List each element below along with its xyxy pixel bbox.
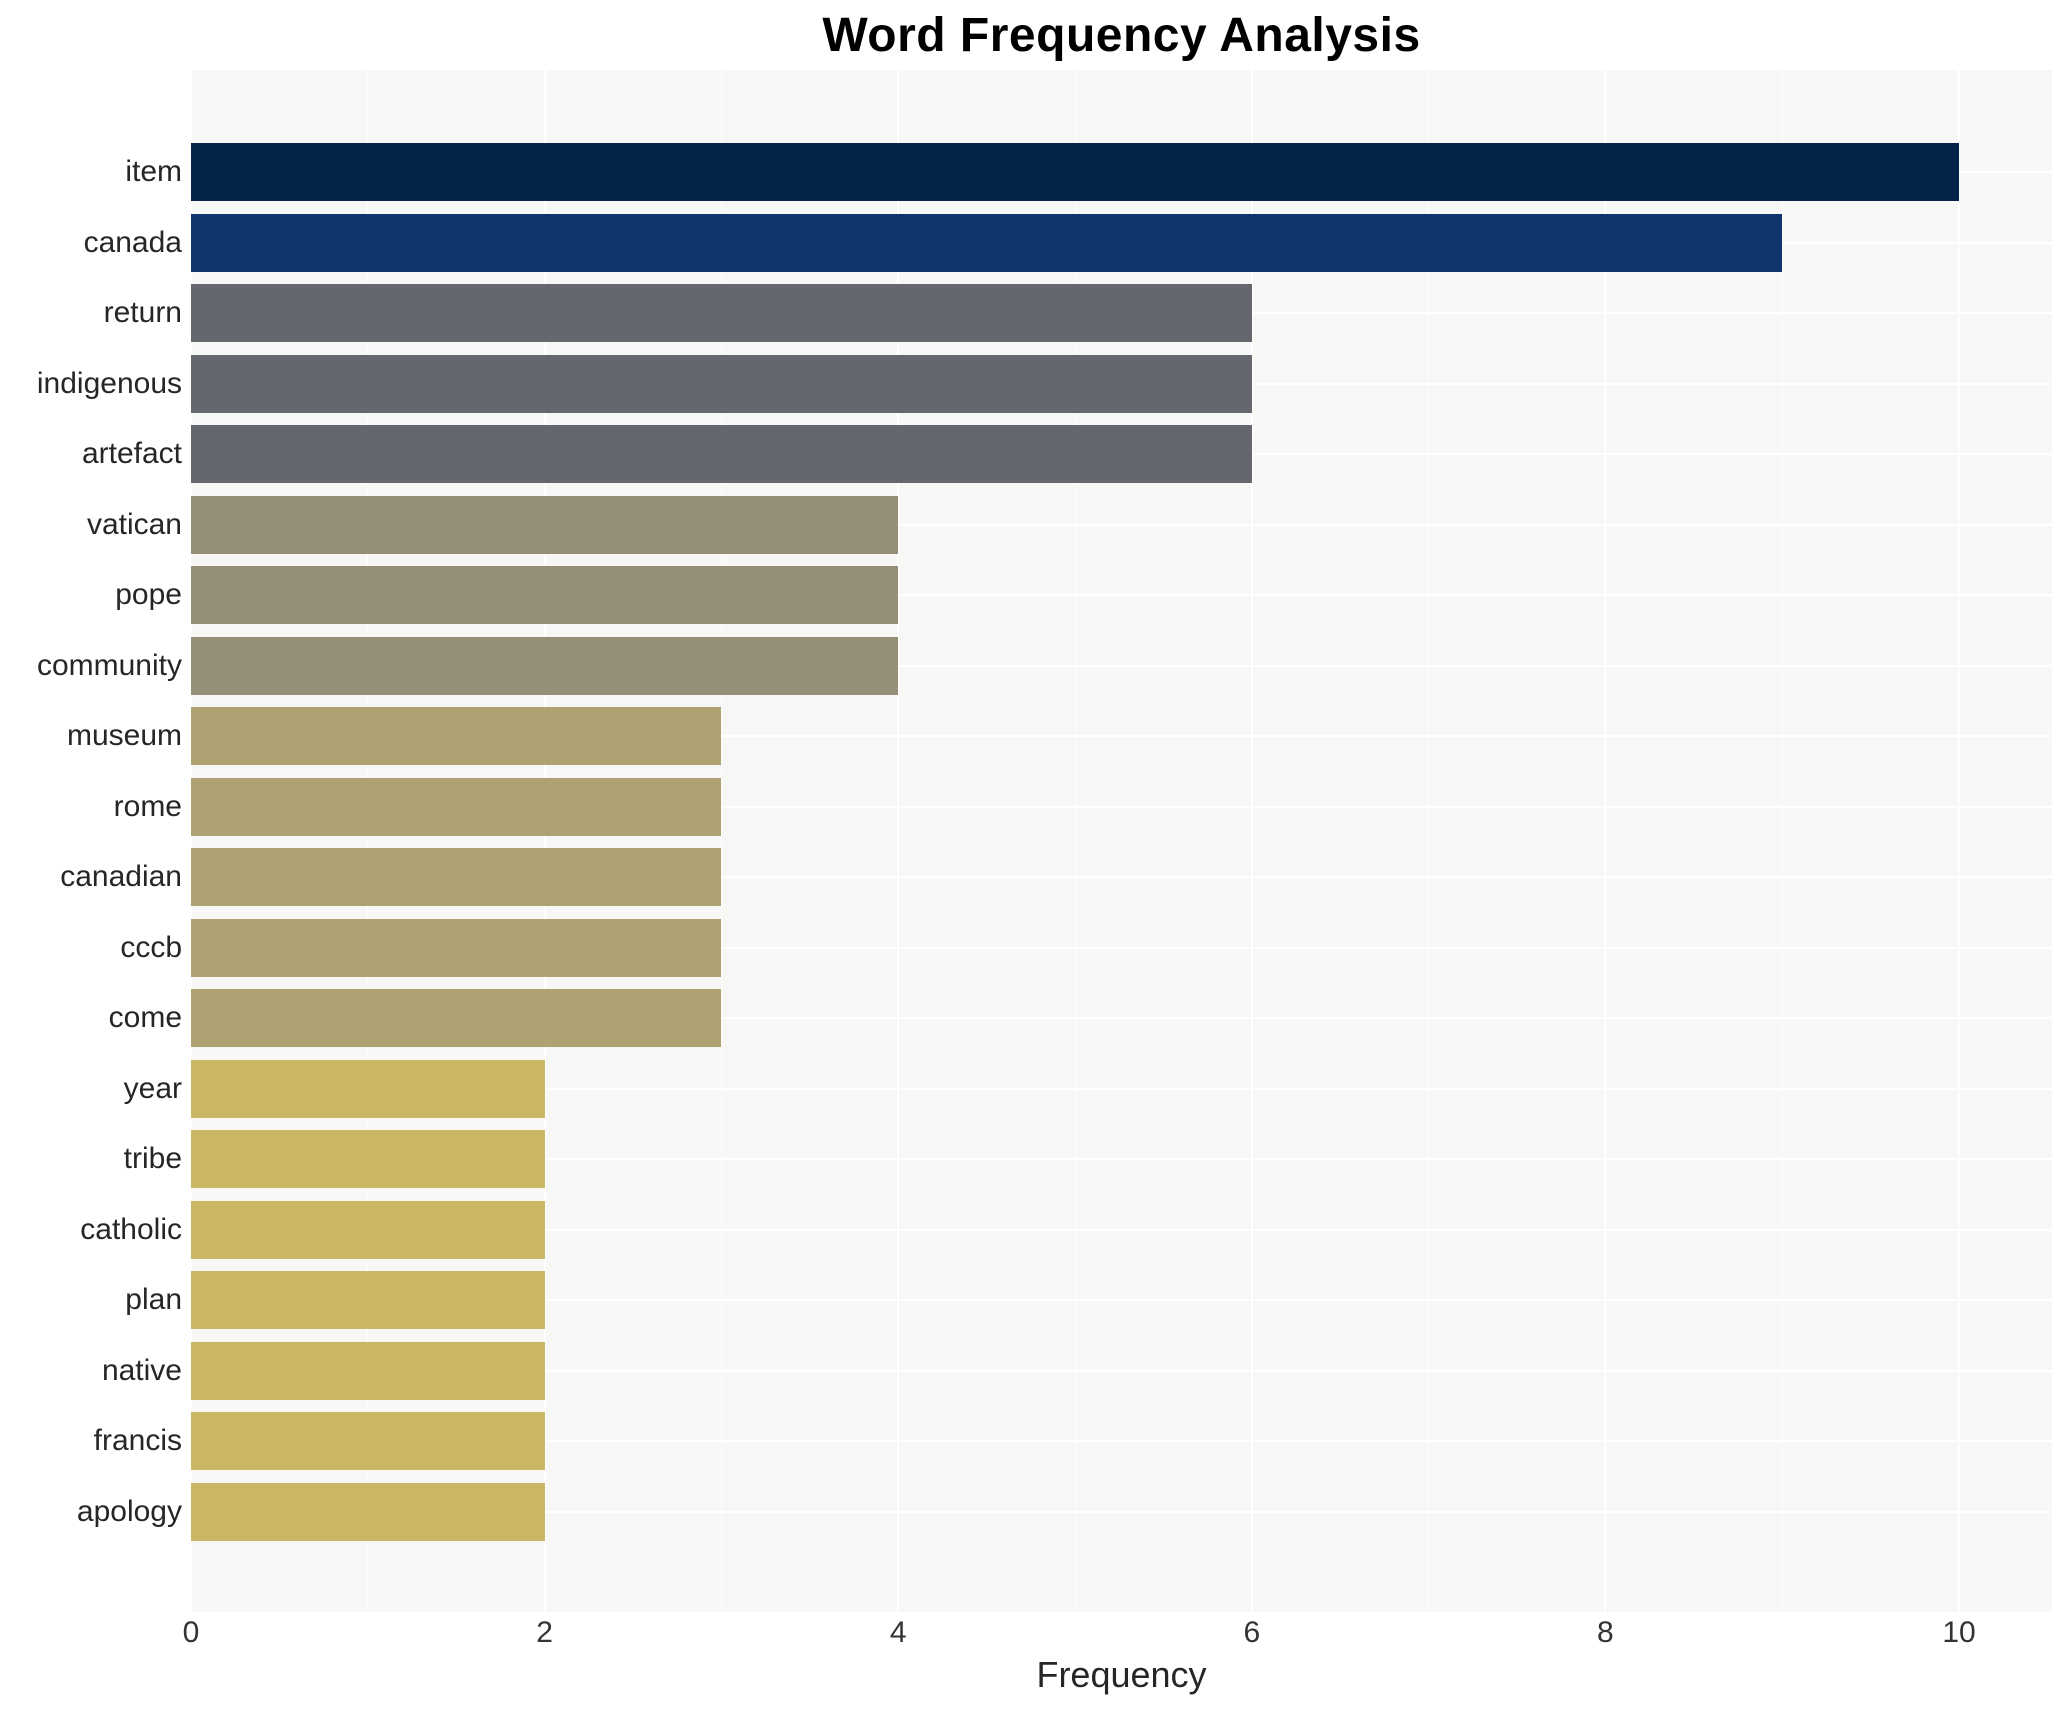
chart-title: Word Frequency Analysis bbox=[822, 9, 1421, 62]
bar-cccb bbox=[191, 918, 722, 977]
bar-return bbox=[191, 284, 1252, 342]
bar-canadian bbox=[191, 848, 722, 906]
horizontal-gridline bbox=[191, 1440, 2052, 1442]
y-tick-label-tribe: tribe bbox=[123, 1142, 182, 1175]
y-tick-label-canadian: canadian bbox=[60, 860, 182, 893]
y-tick-label-pope: pope bbox=[115, 578, 182, 611]
horizontal-gridline bbox=[191, 735, 2052, 737]
horizontal-gridline bbox=[191, 664, 2052, 667]
horizontal-gridline bbox=[191, 805, 2052, 808]
bar-year bbox=[191, 1059, 545, 1118]
major-gridline bbox=[543, 70, 546, 1612]
y-tick-label-artefact: artefact bbox=[81, 437, 182, 470]
minor-gridline bbox=[1428, 70, 1430, 1612]
y-tick-label-plan: plan bbox=[125, 1283, 182, 1316]
y-tick-label-return: return bbox=[103, 296, 182, 329]
y-tick-label-native: native bbox=[101, 1353, 182, 1387]
horizontal-gridline bbox=[191, 876, 2052, 878]
y-tick-label-year: year bbox=[123, 1071, 182, 1105]
x-axis-label: Frequency bbox=[1036, 1654, 1207, 1695]
x-tick-label-2: 2 bbox=[536, 1616, 553, 1649]
bar-artefact bbox=[191, 425, 1252, 483]
major-gridline bbox=[1250, 70, 1253, 1612]
y-tick-label-museum: museum bbox=[66, 719, 182, 752]
horizontal-gridline bbox=[191, 1158, 2052, 1160]
major-gridline bbox=[1958, 70, 1960, 1612]
x-tick-label-8: 8 bbox=[1597, 1616, 1614, 1649]
y-tick-label-rome: rome bbox=[113, 789, 182, 823]
bar-tribe bbox=[191, 1130, 545, 1188]
y-tick-label-come: come bbox=[108, 1001, 182, 1034]
bar-pope bbox=[191, 566, 899, 624]
bar-rome bbox=[191, 777, 722, 836]
bar-come bbox=[191, 989, 722, 1047]
y-tick-label-community: community bbox=[36, 648, 182, 682]
major-gridline bbox=[190, 70, 192, 1612]
major-gridline bbox=[897, 70, 900, 1612]
horizontal-gridline bbox=[191, 1510, 2052, 1513]
bar-catholic bbox=[191, 1200, 545, 1259]
y-tick-label-canada: canada bbox=[83, 225, 182, 259]
bar-francis bbox=[191, 1412, 545, 1470]
horizontal-gridline bbox=[191, 1228, 2052, 1231]
bar-indigenous bbox=[191, 354, 1252, 413]
minor-gridline bbox=[1074, 70, 1076, 1612]
minor-gridline bbox=[1781, 70, 1783, 1612]
y-tick-label-catholic: catholic bbox=[80, 1212, 182, 1246]
bar-canada bbox=[191, 213, 1783, 272]
y-tick-label-cccb: cccb bbox=[120, 930, 182, 964]
horizontal-gridline bbox=[191, 1299, 2052, 1301]
y-tick-label-item: item bbox=[125, 155, 182, 188]
horizontal-gridline bbox=[191, 1017, 2052, 1019]
minor-gridline bbox=[720, 70, 722, 1612]
bar-plan bbox=[191, 1271, 545, 1329]
horizontal-gridline bbox=[191, 1087, 2052, 1090]
horizontal-gridline bbox=[191, 523, 2052, 526]
major-gridline bbox=[1604, 70, 1607, 1612]
y-tick-label-vatican: vatican bbox=[86, 507, 182, 541]
horizontal-gridline bbox=[191, 1369, 2052, 1372]
bar-community bbox=[191, 636, 899, 695]
bar-native bbox=[191, 1341, 545, 1400]
bar-museum bbox=[191, 707, 722, 765]
y-tick-label-francis: francis bbox=[93, 1424, 182, 1457]
bar-item bbox=[191, 143, 1959, 201]
horizontal-gridline bbox=[191, 946, 2052, 949]
bar-vatican bbox=[191, 495, 899, 554]
x-tick-label-0: 0 bbox=[182, 1616, 200, 1649]
horizontal-gridline bbox=[191, 594, 2052, 596]
y-tick-label-indigenous: indigenous bbox=[36, 366, 182, 400]
y-tick-label-apology: apology bbox=[76, 1494, 182, 1528]
x-tick-label-10: 10 bbox=[1942, 1616, 1976, 1649]
bar-apology bbox=[191, 1482, 545, 1541]
minor-gridline bbox=[367, 70, 369, 1612]
plot-panel bbox=[190, 70, 2052, 1612]
x-tick-label-6: 6 bbox=[1243, 1616, 1261, 1649]
x-tick-label-4: 4 bbox=[889, 1616, 907, 1649]
